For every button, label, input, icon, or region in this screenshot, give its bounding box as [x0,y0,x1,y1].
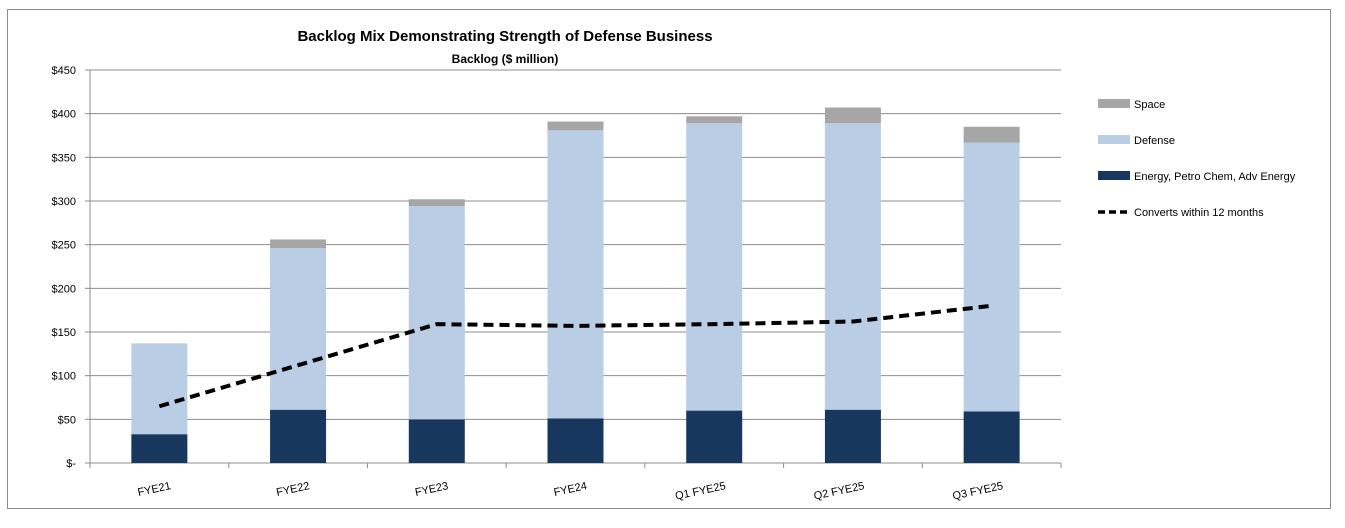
converts-line-path [158,303,992,409]
legend-label: Defense [1134,135,1175,147]
chart-frame [7,9,1331,509]
bar-energy [547,418,604,463]
x-tick-label: FYE21 [137,480,172,499]
y-tick-label: $200 [52,283,76,295]
bar-defense [131,343,188,435]
legend-swatch [1098,135,1130,144]
bar-space [270,239,327,249]
bar-space [963,126,1020,143]
bar-defense [270,248,327,410]
bar-energy [408,419,465,463]
legend: Space Defense Energy, Petro Chem, Adv Ener… [1098,99,1296,219]
legend-label: Space [1134,99,1165,111]
y-tick-label: $50 [58,414,76,426]
y-tick-label: $150 [52,327,76,339]
bar-energy [270,409,327,463]
x-tick-label: Q2 FYE25 [813,480,866,502]
bar-energy [131,434,188,463]
bar-energy [824,409,881,463]
x-tick-label: FYE24 [553,480,588,499]
bar-space [686,116,743,124]
y-tick-label: $- [66,458,76,470]
bar-space [824,107,881,124]
y-tick-label: $250 [52,240,76,252]
y-tick-label: $350 [52,152,76,164]
legend-swatch [1098,171,1130,180]
y-tick-label: $450 [52,65,76,77]
chart-subtitle: Backlog ($ million) [452,52,559,66]
legend-label: Energy, Petro Chem, Adv Energy [1134,171,1296,183]
bar-defense [547,130,604,419]
chart-title: Backlog Mix Demonstrating Strength of De… [297,28,712,45]
bar-space [547,121,604,131]
bar-defense [408,206,465,420]
x-tick-label: FYE23 [414,480,449,499]
converts-line [158,303,992,409]
bar-defense [963,142,1020,412]
bar-defense [686,123,743,411]
bar-defense [824,123,881,410]
x-tick-label: FYE22 [275,480,310,499]
legend-swatch [1098,99,1130,108]
y-tick-label: $400 [52,109,76,121]
bar-energy [686,410,743,463]
x-tick-label: Q3 FYE25 [952,480,1005,502]
x-tick-label: Q1 FYE25 [674,480,727,502]
bar-energy [963,411,1020,463]
bars [131,107,1020,463]
bar-space [408,199,465,207]
legend-label: Converts within 12 months [1134,207,1264,219]
y-tick-label: $100 [52,371,76,383]
y-tick-label: $300 [52,196,76,208]
